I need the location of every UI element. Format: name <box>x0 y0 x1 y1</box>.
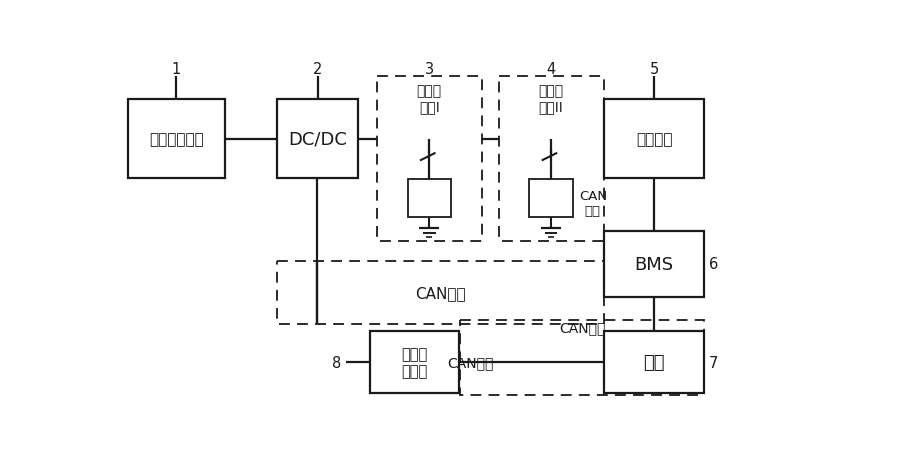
Text: 5: 5 <box>650 62 659 76</box>
Text: 太阳能电池板: 太阳能电池板 <box>148 132 204 147</box>
FancyBboxPatch shape <box>604 332 704 393</box>
Text: CAN总线: CAN总线 <box>559 321 606 335</box>
Text: 6: 6 <box>709 257 719 272</box>
FancyBboxPatch shape <box>128 100 225 179</box>
Text: 3: 3 <box>425 62 434 76</box>
Text: 高压继
电器II: 高压继 电器II <box>538 84 564 114</box>
FancyBboxPatch shape <box>370 332 459 393</box>
Text: 8: 8 <box>333 355 342 370</box>
Text: 1: 1 <box>171 62 180 76</box>
FancyBboxPatch shape <box>407 179 451 218</box>
FancyBboxPatch shape <box>277 100 358 179</box>
Text: 高压继
电器I: 高压继 电器I <box>416 84 442 114</box>
Text: 4: 4 <box>547 62 556 76</box>
Text: DC/DC: DC/DC <box>288 130 347 148</box>
Text: 仪表: 仪表 <box>643 353 665 371</box>
Text: 7: 7 <box>709 355 719 370</box>
Text: 动力电池: 动力电池 <box>636 132 672 147</box>
Text: 2: 2 <box>313 62 322 76</box>
Text: BMS: BMS <box>634 256 673 274</box>
FancyBboxPatch shape <box>604 100 704 179</box>
FancyBboxPatch shape <box>604 232 704 297</box>
FancyBboxPatch shape <box>529 179 573 218</box>
Text: CAN
总线: CAN 总线 <box>578 190 607 218</box>
Text: CAN总线: CAN总线 <box>447 355 494 369</box>
Text: 远程监
控终端: 远程监 控终端 <box>401 346 427 379</box>
Text: CAN总线: CAN总线 <box>415 285 466 300</box>
